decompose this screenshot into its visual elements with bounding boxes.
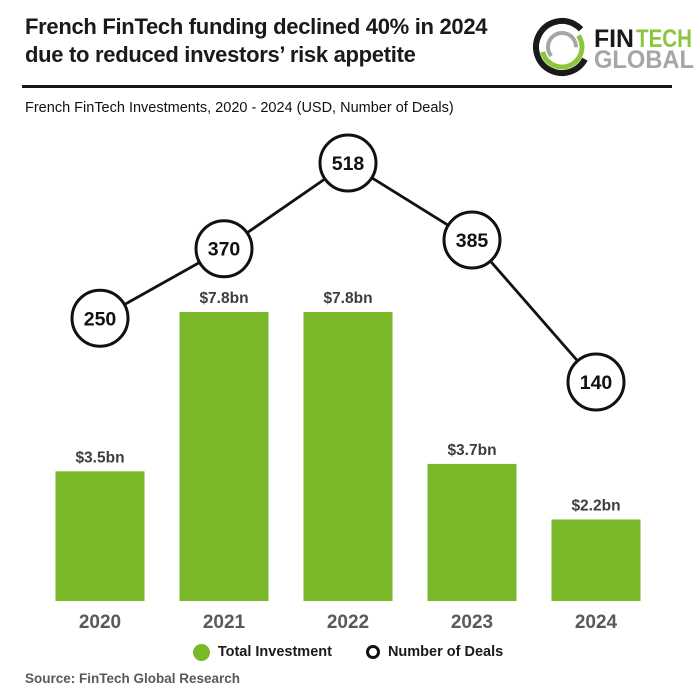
page-title-line2: due to reduced investors’ risk appetite xyxy=(25,42,416,67)
legend-total-investment-label: Total Investment xyxy=(217,644,332,660)
bar-2022 xyxy=(303,312,393,601)
bar-value-label-2020: $3.5bn xyxy=(75,449,124,466)
deals-marker-2023 xyxy=(442,210,502,270)
x-axis-label-2022: 2022 xyxy=(327,612,369,633)
deals-value-2024: 140 xyxy=(580,372,613,394)
bar-value-label-2022: $7.8bn xyxy=(323,290,372,307)
logo-text-global: GLOBAL xyxy=(594,46,694,74)
bar-value-label-2023: $3.7bn xyxy=(447,442,496,459)
deals-marker-2024 xyxy=(566,352,626,412)
logo-text-fin: FIN xyxy=(594,25,634,53)
fintech-global-logo: FIN TECH GLOBAL xyxy=(533,18,694,76)
deals-value-2022: 518 xyxy=(332,153,365,175)
bar-2021 xyxy=(179,312,269,601)
deals-connector-2023-2024 xyxy=(470,239,598,383)
x-axis-label-2023: 2023 xyxy=(451,612,493,633)
bar-value-label-2024: $2.2bn xyxy=(571,497,620,514)
deals-value-2020: 250 xyxy=(84,308,117,330)
header-divider xyxy=(22,85,672,88)
legend: Total Investment Number of Deals xyxy=(0,640,696,664)
deals-marker-2020 xyxy=(70,288,130,348)
x-axis-label-2020: 2020 xyxy=(79,612,121,633)
page-title: French FinTech funding declined 40% in 2… xyxy=(25,13,488,69)
deals-marker-2022 xyxy=(318,133,378,193)
deals-value-2021: 370 xyxy=(208,239,241,261)
logo-arc-green xyxy=(539,24,585,70)
legend-number-of-deals-label: Number of Deals xyxy=(387,644,504,660)
x-axis-label-2024: 2024 xyxy=(575,612,618,633)
bar-value-label-2021: $7.8bn xyxy=(199,290,248,307)
logo-text-tech: TECH xyxy=(636,25,692,53)
bar-2023 xyxy=(427,463,517,601)
page-title-line1: French FinTech funding declined 40% in 2… xyxy=(25,14,488,39)
bar-2024 xyxy=(551,519,641,601)
source-note: Source: FinTech Global Research xyxy=(25,671,241,686)
bar-2020 xyxy=(55,471,145,601)
deals-value-2023: 385 xyxy=(456,230,489,252)
number-of-deals-swatch-icon xyxy=(365,645,380,659)
deals-marker-2021 xyxy=(194,219,254,279)
chart-subtitle: French FinTech Investments, 2020 - 2024 … xyxy=(25,100,454,116)
x-axis-label-2021: 2021 xyxy=(203,612,246,633)
total-investment-swatch-icon xyxy=(192,643,210,661)
